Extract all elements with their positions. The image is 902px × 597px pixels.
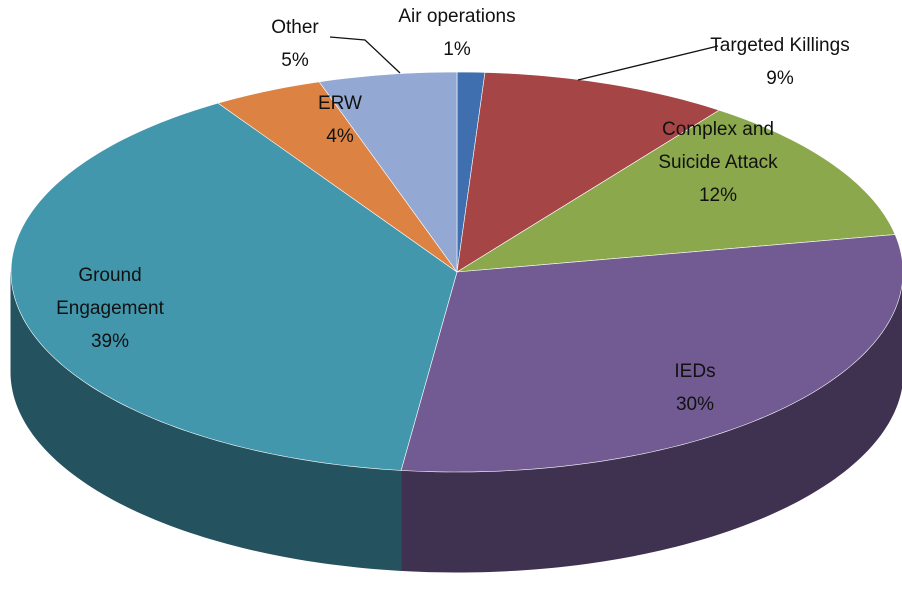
data-label: Other 5% [250, 11, 340, 77]
value-label: 39% [90, 331, 130, 352]
tops [10, 71, 902, 473]
slice [456, 72, 720, 273]
value-label: 1% [443, 39, 471, 60]
category-label: Complex and Suicide Attack [658, 119, 778, 173]
data-label: Ground Engagement 39% [23, 259, 198, 358]
value-label: 12% [698, 185, 738, 206]
category-label: Targeted Killings [710, 35, 850, 56]
category-label: ERW [318, 93, 362, 114]
slice [400, 234, 902, 473]
value-label: 4% [326, 126, 354, 147]
data-label: IEDs 30% [635, 355, 755, 421]
leader-line [329, 36, 401, 74]
category-label: Other [271, 17, 319, 38]
category-label: IEDs [674, 361, 716, 382]
slice [456, 109, 896, 273]
leader-line [577, 45, 719, 81]
data-label: Targeted Killings 9% [680, 29, 880, 95]
data-label: Complex and Suicide Attack 12% [636, 113, 801, 212]
value-label: 9% [766, 68, 794, 89]
data-label: ERW 4% [300, 87, 380, 153]
slice [318, 71, 458, 273]
slice [10, 102, 458, 471]
data-label: Air operations 1% [367, 0, 547, 66]
value-label: 5% [281, 50, 309, 71]
slice [217, 81, 458, 273]
value-label: 30% [675, 394, 715, 415]
category-label: Ground Engagement [56, 265, 164, 319]
category-label: Air operations [398, 6, 516, 27]
